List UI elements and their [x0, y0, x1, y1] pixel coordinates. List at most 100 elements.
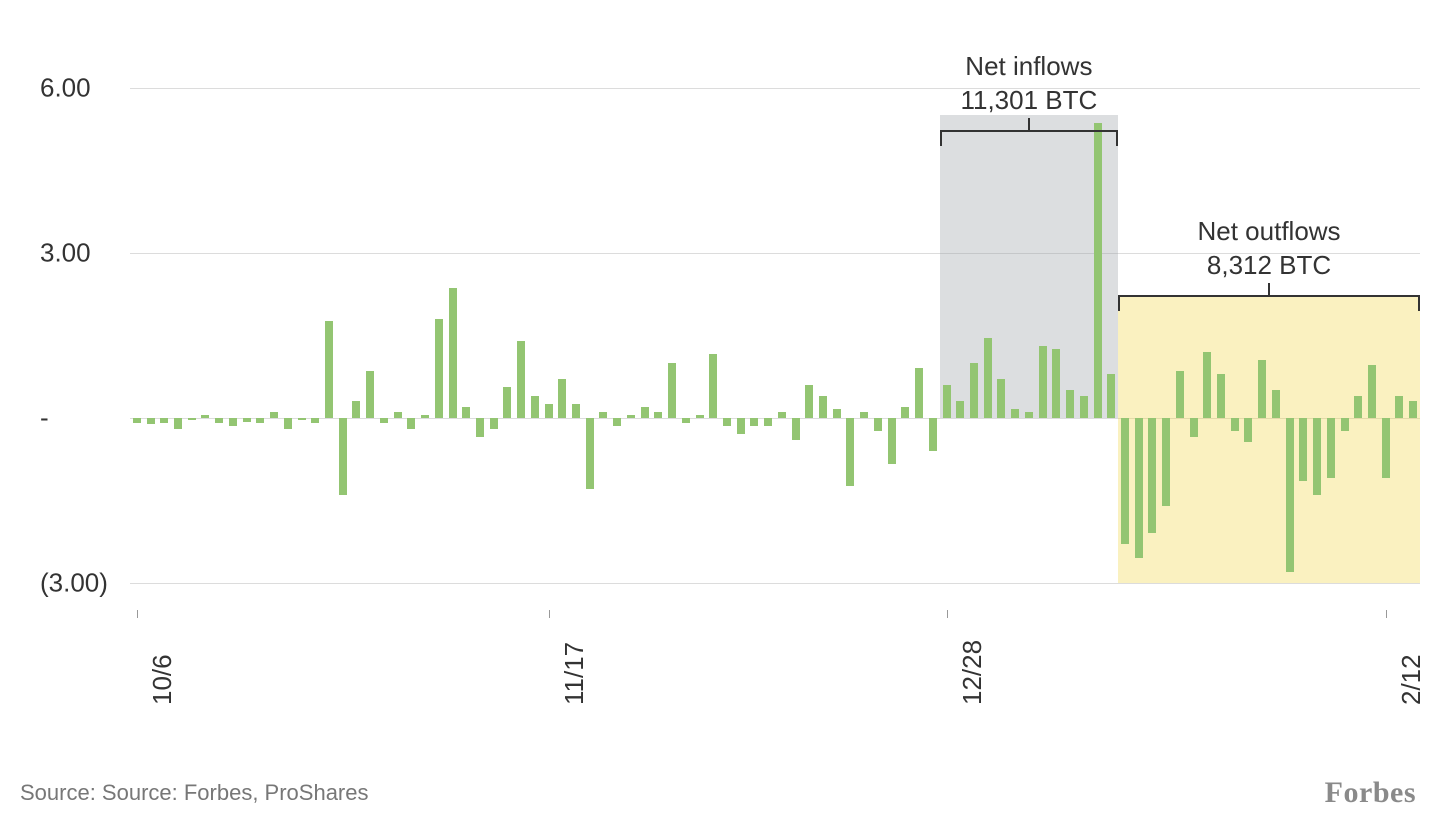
bar [1409, 401, 1417, 418]
source-attribution: Source: Source: Forbes, ProShares [20, 780, 369, 806]
bar [352, 401, 360, 418]
x-tick [549, 610, 550, 618]
annotation-outflows: Net outflows8,312 BTC [1197, 215, 1340, 283]
bar [147, 418, 155, 425]
bar [750, 418, 758, 426]
bar [1162, 418, 1170, 506]
bar [558, 379, 566, 418]
bar [901, 407, 909, 418]
bar [133, 418, 141, 424]
bar [1094, 123, 1102, 417]
highlight-region-inflows [940, 115, 1118, 418]
bar [1382, 418, 1390, 479]
bar [833, 409, 841, 417]
bracket-outflows [1118, 295, 1420, 311]
bar [929, 418, 937, 451]
annotation-line1: Net outflows [1197, 215, 1340, 249]
bar [462, 407, 470, 418]
bar [435, 319, 443, 418]
btc-flows-chart: 10/611/1712/282/12 Net inflows11,301 BTC… [0, 0, 1444, 830]
annotation-inflows: Net inflows11,301 BTC [960, 50, 1097, 118]
annotation-line2: 8,312 BTC [1197, 249, 1340, 283]
bar [256, 418, 264, 424]
bar [888, 418, 896, 465]
bar [174, 418, 182, 429]
y-axis-label: 6.00 [40, 72, 91, 103]
bar [449, 288, 457, 417]
bar [792, 418, 800, 440]
bar [270, 412, 278, 418]
bar [1011, 409, 1019, 417]
bar [311, 418, 319, 424]
bar [668, 363, 676, 418]
forbes-logo: Forbes [1325, 776, 1416, 810]
annotation-line1: Net inflows [960, 50, 1097, 84]
y-axis-label: - [40, 402, 49, 433]
bar [1299, 418, 1307, 481]
x-tick [137, 610, 138, 618]
bar [874, 418, 882, 432]
bar [339, 418, 347, 495]
bar [188, 418, 196, 421]
bar [325, 321, 333, 417]
bar [1231, 418, 1239, 432]
bar [380, 418, 388, 424]
bar [1025, 412, 1033, 418]
x-axis-label: 11/17 [559, 642, 590, 705]
bracket-stem-outflows [1268, 283, 1270, 295]
bar [476, 418, 484, 437]
x-axis-label: 12/28 [957, 640, 988, 705]
bar [1272, 390, 1280, 418]
bar [1066, 390, 1074, 418]
bar [805, 385, 813, 418]
bar [1244, 418, 1252, 443]
bar [1341, 418, 1349, 432]
bar [517, 341, 525, 418]
x-axis-label: 10/6 [147, 654, 178, 705]
gridline [130, 88, 1420, 89]
bracket-stem-inflows [1028, 118, 1030, 130]
bar [298, 418, 306, 421]
bar [915, 368, 923, 418]
bar [654, 412, 662, 418]
bar [1217, 374, 1225, 418]
bar [284, 418, 292, 429]
bar [819, 396, 827, 418]
bar [1121, 418, 1129, 545]
bar [846, 418, 854, 487]
bar [531, 396, 539, 418]
bar [586, 418, 594, 490]
bar [243, 418, 251, 422]
bar [860, 412, 868, 418]
bar [1107, 374, 1115, 418]
x-tick [1386, 610, 1387, 618]
bar [215, 418, 223, 424]
bar [1368, 365, 1376, 417]
bar [943, 385, 951, 418]
bar [201, 415, 209, 418]
bar [1286, 418, 1294, 572]
bar [1135, 418, 1143, 558]
bar [421, 415, 429, 418]
bar [1190, 418, 1198, 437]
bar [682, 418, 690, 424]
bar [1258, 360, 1266, 418]
bar [778, 412, 786, 418]
plot-area [130, 60, 1420, 610]
annotation-line2: 11,301 BTC [960, 84, 1097, 118]
bar [394, 412, 402, 418]
bar [984, 338, 992, 418]
bar [366, 371, 374, 418]
bar [1052, 349, 1060, 418]
x-tick [947, 610, 948, 618]
bar [490, 418, 498, 429]
bracket-inflows [940, 130, 1118, 146]
bar [627, 415, 635, 418]
bar [1176, 371, 1184, 418]
bar [696, 415, 704, 418]
y-axis-label: (3.00) [40, 567, 108, 598]
gridline [130, 583, 1420, 584]
bar [1327, 418, 1335, 479]
bar [503, 387, 511, 417]
bar [545, 404, 553, 418]
